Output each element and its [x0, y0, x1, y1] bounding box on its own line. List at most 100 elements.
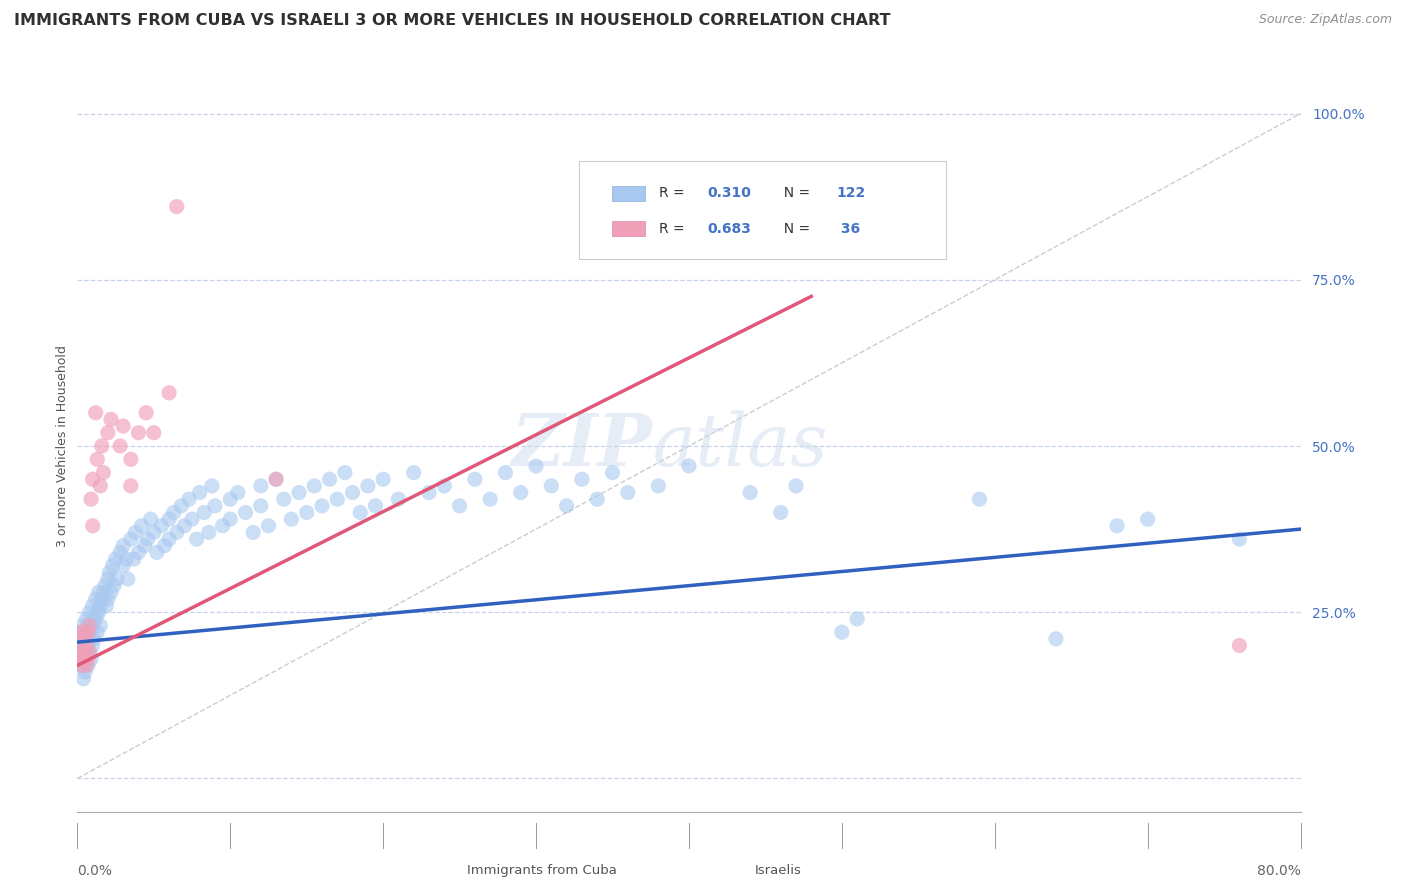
Point [82, 518, 104, 533]
Text: Israelis: Israelis [755, 863, 801, 877]
Point [82, 618, 104, 632]
Point [105, 572, 128, 586]
Point [357, 479, 380, 493]
Point [122, 552, 145, 566]
Point [349, 506, 371, 520]
Point [103, 579, 125, 593]
Point [76, 612, 98, 626]
Point [235, 506, 257, 520]
Text: Immigrants from Cuba: Immigrants from Cuba [467, 863, 617, 877]
Point [89, 618, 111, 632]
Point [257, 518, 280, 533]
Point [273, 492, 295, 507]
Point [333, 466, 356, 480]
Point [91, 585, 114, 599]
Point [76, 652, 98, 666]
Point [177, 492, 200, 507]
Point [89, 479, 111, 493]
Point [464, 472, 486, 486]
Point [219, 512, 242, 526]
Point [157, 512, 180, 526]
Point [79, 618, 101, 632]
Point [198, 525, 221, 540]
Point [97, 591, 120, 606]
Point [108, 545, 131, 559]
Point [72, 672, 94, 686]
Point [250, 479, 273, 493]
Point [90, 591, 112, 606]
Point [157, 532, 180, 546]
Point [87, 585, 110, 599]
Point [70, 645, 93, 659]
Point [82, 639, 104, 653]
Point [135, 406, 157, 420]
FancyBboxPatch shape [430, 860, 465, 880]
Point [70, 658, 93, 673]
Point [1229, 532, 1251, 546]
Point [84, 406, 107, 420]
Point [678, 458, 700, 473]
Point [136, 532, 159, 546]
Point [127, 425, 149, 440]
Point [69, 625, 91, 640]
Point [204, 499, 226, 513]
FancyBboxPatch shape [579, 161, 946, 260]
Point [77, 652, 100, 666]
Point [153, 539, 176, 553]
Point [73, 645, 96, 659]
Point [211, 518, 233, 533]
Point [831, 625, 853, 640]
Text: N =: N = [775, 221, 814, 235]
Point [96, 599, 118, 613]
Point [740, 485, 762, 500]
Text: 0.310: 0.310 [707, 186, 751, 201]
Point [79, 605, 101, 619]
Point [77, 639, 100, 653]
Point [250, 499, 273, 513]
Text: N =: N = [775, 186, 814, 201]
Point [402, 466, 425, 480]
Point [101, 558, 124, 573]
Point [166, 200, 188, 214]
Point [617, 485, 640, 500]
Point [139, 512, 162, 526]
Point [70, 652, 93, 666]
Point [90, 439, 112, 453]
Point [304, 479, 326, 493]
Point [82, 472, 104, 486]
Text: atlas: atlas [652, 410, 828, 482]
Point [157, 385, 180, 400]
Point [1045, 632, 1067, 646]
Point [173, 518, 195, 533]
Point [433, 479, 456, 493]
FancyBboxPatch shape [612, 221, 645, 235]
Text: Source: ZipAtlas.com: Source: ZipAtlas.com [1258, 13, 1392, 27]
Point [67, 639, 90, 653]
Point [82, 599, 104, 613]
Point [264, 472, 287, 486]
Point [449, 499, 471, 513]
Point [418, 485, 440, 500]
Point [479, 492, 502, 507]
Point [77, 658, 100, 673]
Point [70, 632, 93, 646]
Point [91, 466, 114, 480]
Point [186, 532, 208, 546]
Point [495, 466, 517, 480]
Point [73, 665, 96, 679]
Point [86, 605, 108, 619]
Point [112, 558, 135, 573]
Point [602, 466, 624, 480]
Point [120, 479, 142, 493]
Point [555, 499, 578, 513]
Point [97, 425, 120, 440]
Point [115, 552, 138, 566]
Point [77, 625, 100, 640]
Point [387, 492, 409, 507]
Point [124, 525, 146, 540]
Point [371, 472, 394, 486]
Point [112, 419, 135, 434]
Point [84, 612, 107, 626]
Point [166, 525, 188, 540]
Text: ZIP: ZIP [512, 410, 652, 482]
